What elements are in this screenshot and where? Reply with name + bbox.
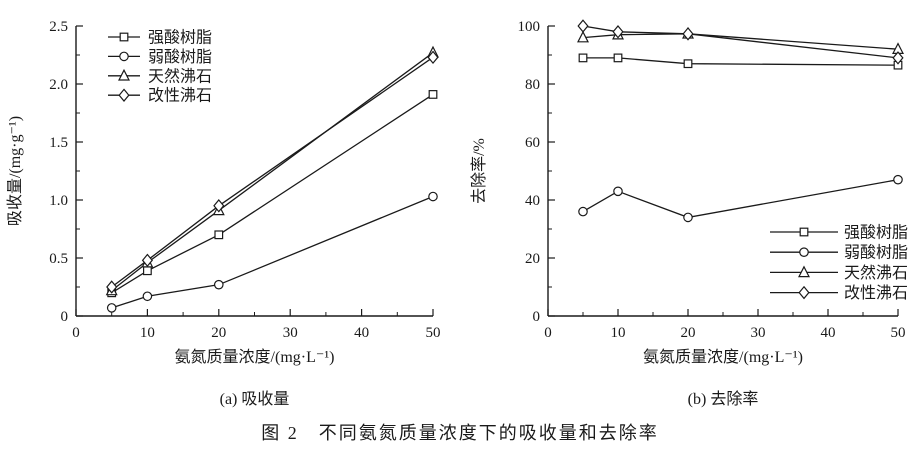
x-tick-label: 40 xyxy=(354,325,369,341)
y-tick-label: 0 xyxy=(533,309,541,325)
circle-legend-marker-icon xyxy=(799,247,809,257)
series-line-weak-acid-resin xyxy=(111,195,434,309)
y-axis-title: 去除率/% xyxy=(470,138,488,204)
marker-modified-zeolite xyxy=(427,50,439,65)
x-tick-label: 0 xyxy=(544,325,552,341)
y-tick-label: 80 xyxy=(525,77,540,93)
legend-label: 强酸树脂 xyxy=(148,29,212,47)
x-tick-label: 50 xyxy=(426,325,441,341)
series-line-modified-zeolite xyxy=(582,25,899,59)
marker-modified-zeolite xyxy=(213,199,225,213)
square-legend-marker-icon xyxy=(119,32,129,42)
legend-item-natural-zeolite: 天然沸石 xyxy=(770,264,908,282)
series-line-strong-acid-resin xyxy=(583,57,899,66)
marker-strong-acid-resin xyxy=(613,53,623,63)
marker-weak-acid-resin xyxy=(683,212,693,223)
legend-item-strong-acid-resin: 强酸树脂 xyxy=(108,29,212,47)
legend-label: 天然沸石 xyxy=(148,67,212,85)
y-tick-label: 0.5 xyxy=(49,251,68,267)
y-tick-label: 20 xyxy=(525,251,540,267)
y-tick-label: 1.5 xyxy=(49,135,68,151)
marker-strong-acid-resin xyxy=(143,266,152,276)
marker-strong-acid-resin xyxy=(428,90,438,99)
marker-weak-acid-resin xyxy=(142,291,153,302)
marker-weak-acid-resin xyxy=(428,191,438,202)
legend-item-strong-acid-resin: 强酸树脂 xyxy=(770,224,908,242)
x-tick-label: 20 xyxy=(211,325,226,341)
legend-item-weak-acid-resin: 弱酸树脂 xyxy=(108,48,212,66)
y-tick-label: 0 xyxy=(61,309,69,325)
legend-label: 弱酸树脂 xyxy=(148,48,212,66)
y-tick-label: 100 xyxy=(518,19,541,35)
legend-label: 改性沸石 xyxy=(148,87,212,105)
triangle-legend-marker-icon xyxy=(118,68,130,81)
y-tick-label: 1.0 xyxy=(49,193,68,209)
x-tick-label: 10 xyxy=(140,325,155,341)
marker-natural-zeolite xyxy=(577,30,589,43)
marker-modified-zeolite xyxy=(892,51,904,65)
series-line-modified-zeolite xyxy=(111,56,434,288)
diamond-legend-marker-icon xyxy=(798,285,810,300)
series-line-weak-acid-resin xyxy=(582,179,899,219)
legend-item-weak-acid-resin: 弱酸树脂 xyxy=(770,244,908,262)
square-legend-marker-icon xyxy=(799,227,809,237)
chart-a-absorption: 0 10 20 30 40 50 0 0.5 1.0 1.5 2.0 2.5 强酸树脂弱酸树脂天然沸石改… xyxy=(6,19,441,408)
y-tick-label: 2.5 xyxy=(49,19,68,35)
panel-label: (b) 去除率 xyxy=(688,390,759,408)
legend-item-modified-zeolite: 改性沸石 xyxy=(108,87,212,105)
series-line-strong-acid-resin xyxy=(111,93,434,294)
figure-caption: 图 2 不同氨氮质量浓度下的吸收量和去除率 xyxy=(261,423,659,443)
y-axis-title: 吸收量/(mg·g⁻¹) xyxy=(6,116,24,226)
marker-modified-zeolite xyxy=(106,280,118,294)
legend-label: 弱酸树脂 xyxy=(844,244,908,262)
legend-label: 改性沸石 xyxy=(844,284,908,302)
x-tick-label: 40 xyxy=(821,325,836,341)
x-tick-label: 30 xyxy=(751,325,766,341)
circle-legend-marker-icon xyxy=(119,51,129,62)
series-line-natural-zeolite xyxy=(582,33,899,50)
y-tick-label: 40 xyxy=(525,193,540,209)
x-axis-title: 氨氮质量浓度/(mg·L⁻¹) xyxy=(175,348,335,366)
marker-weak-acid-resin xyxy=(893,174,903,185)
x-tick-label: 30 xyxy=(283,325,298,341)
marker-weak-acid-resin xyxy=(613,186,623,197)
marker-weak-acid-resin xyxy=(214,279,224,290)
chart-b-removal-rate: 0 10 20 30 40 50 0 20 40 60 80 100 强酸树脂弱酸树脂天然沸石改性沸石氨… xyxy=(470,19,908,408)
marker-weak-acid-resin xyxy=(578,206,588,217)
legend-item-modified-zeolite: 改性沸石 xyxy=(770,284,908,302)
x-tick-label: 0 xyxy=(72,325,80,341)
panel-label: (a) 吸收量 xyxy=(220,390,290,408)
y-tick-label: 2.0 xyxy=(49,77,68,93)
marker-strong-acid-resin xyxy=(578,53,588,63)
legend-label: 天然沸石 xyxy=(844,264,908,282)
marker-weak-acid-resin xyxy=(106,303,117,313)
marker-modified-zeolite xyxy=(682,27,694,41)
marker-modified-zeolite xyxy=(612,25,624,39)
x-axis-title: 氨氮质量浓度/(mg·L⁻¹) xyxy=(643,348,803,366)
x-tick-label: 50 xyxy=(891,325,906,341)
legend-item-natural-zeolite: 天然沸石 xyxy=(108,67,212,85)
triangle-legend-marker-icon xyxy=(798,265,810,278)
diamond-legend-marker-icon xyxy=(118,88,130,102)
x-tick-label: 20 xyxy=(681,325,696,341)
marker-strong-acid-resin xyxy=(683,59,693,69)
marker-strong-acid-resin xyxy=(214,230,224,240)
legend-label: 强酸树脂 xyxy=(844,224,908,242)
y-tick-label: 60 xyxy=(525,135,540,151)
marker-modified-zeolite xyxy=(577,19,589,33)
x-tick-label: 10 xyxy=(611,325,626,341)
marker-modified-zeolite xyxy=(141,253,153,268)
